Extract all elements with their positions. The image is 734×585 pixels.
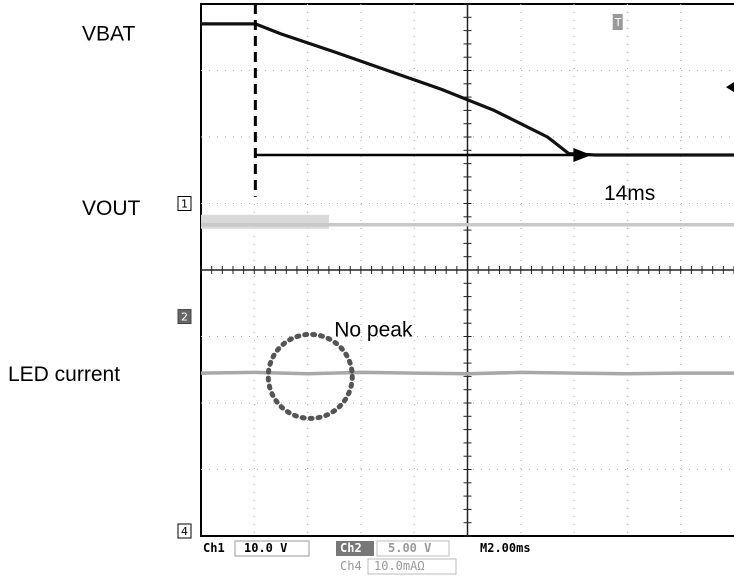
svg-text:4: 4 bbox=[181, 525, 188, 538]
series-label-led-current: LED current bbox=[8, 363, 120, 386]
channel-markers: 1 2 4 T bbox=[177, 14, 734, 539]
series-label-vbat: VBAT bbox=[82, 23, 135, 46]
status-bar: Ch1 10.0 V Ch2 5.00 V M2.00ms Ch4 10.0mA… bbox=[203, 540, 531, 575]
traces bbox=[200, 22, 734, 376]
no-peak-label: No peak bbox=[334, 319, 413, 342]
trace-vout-ripple-band bbox=[201, 214, 329, 229]
timebase: M2.00ms bbox=[480, 541, 531, 555]
ch2-scale: 5.00 V bbox=[388, 541, 431, 555]
series-label-vout: VOUT bbox=[82, 197, 141, 220]
ch2-label: Ch2 bbox=[340, 541, 362, 555]
channel-2-marker: 2 bbox=[177, 309, 192, 325]
svg-text:T: T bbox=[614, 16, 622, 29]
trigger-level-arrow bbox=[726, 82, 734, 93]
trace-led-current bbox=[200, 370, 734, 376]
ch1-scale: 10.0 V bbox=[244, 541, 287, 555]
channel-4-marker: 4 bbox=[177, 523, 192, 539]
grid bbox=[200, 3, 734, 537]
channel-1-marker: 1 bbox=[177, 196, 192, 211]
no-peak-circle bbox=[265, 331, 355, 421]
duration-label: 14ms bbox=[604, 182, 655, 205]
duration-arrow-head bbox=[573, 147, 592, 162]
annotations: 14ms No peak bbox=[253, 4, 655, 421]
trace-labels: VBAT VOUT LED current bbox=[8, 23, 141, 386]
svg-text:1: 1 bbox=[181, 198, 188, 211]
ch4-label: Ch4 bbox=[340, 559, 362, 573]
ch1-label: Ch1 bbox=[203, 541, 225, 555]
svg-text:2: 2 bbox=[181, 311, 188, 324]
ch4-scale: 10.0mAΩ bbox=[374, 559, 425, 573]
trigger-marker: T bbox=[612, 14, 623, 30]
